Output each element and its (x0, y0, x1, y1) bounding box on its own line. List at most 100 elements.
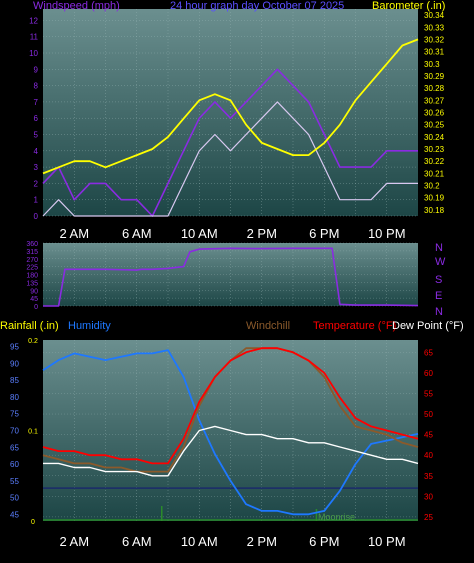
rainfall-label: Rainfall (.in) (0, 320, 59, 332)
wind-tick-label: 12 (29, 16, 38, 25)
moonrise-label: Moonrise (318, 512, 355, 522)
temperature-tick-label: 35 (424, 472, 433, 481)
compass-n-top: N (435, 242, 443, 254)
windspeed-axis-label: Windspeed (mph) (33, 0, 120, 12)
rainfall-tick-label: 0.2 (28, 338, 38, 345)
compass-e: E (435, 290, 442, 302)
chart-title: 24 hour graph day October 07 2025 (170, 0, 344, 12)
dew-point-label: Dew Point (°F) (392, 320, 464, 332)
windchill-label: Windchill (246, 320, 290, 332)
direction-tick-label: 315 (26, 249, 38, 256)
bottom-time-tick-label: 10 AM (181, 534, 218, 549)
temperature-tick-label: 60 (424, 369, 433, 378)
barometer-series-line (42, 38, 419, 175)
humidity-tick-label: 95 (10, 343, 19, 352)
wind-tick-label: 9 (34, 65, 39, 74)
temperature-label: Temperature (°F) (313, 320, 396, 332)
barometer-tick-label: 30.23 (424, 145, 445, 154)
direction-tick-label: 0 (34, 304, 38, 311)
bottom-time-tick-label: 6 PM (309, 534, 339, 549)
direction-tick-label: 225 (26, 265, 38, 272)
compass-n-bottom: N (435, 306, 443, 318)
wind-tick-label: 10 (29, 49, 38, 58)
humidity-tick-label: 65 (10, 443, 19, 452)
temperature-tick-label: 45 (424, 431, 433, 440)
direction-tick-label: 270 (26, 257, 38, 264)
humidity-tick-label: 60 (10, 460, 19, 469)
top-plot-area (43, 9, 418, 216)
bottom-time-tick-label: 10 PM (368, 534, 406, 549)
top-time-tick-label: 6 PM (309, 226, 339, 241)
barometer-tick-label: 30.21 (424, 169, 445, 178)
bottom-time-tick-label: 2 AM (59, 534, 89, 549)
barometer-tick-label: 30.3 (424, 60, 440, 69)
barometer-tick-label: 30.19 (424, 194, 445, 203)
top-time-tick-label: 10 PM (368, 226, 406, 241)
barometer-tick-label: 30.22 (424, 157, 445, 166)
wind-tick-label: 3 (34, 163, 39, 172)
humidity-series-line (42, 349, 419, 516)
wind-tick-label: 2 (34, 179, 39, 188)
windspeed-average-line (42, 101, 418, 217)
temperature-tick-label: 65 (424, 348, 433, 357)
temperature-series-line (42, 347, 419, 465)
top-time-tick-label: 6 AM (122, 226, 152, 241)
humidity-tick-label: 85 (10, 376, 19, 385)
barometer-tick-label: 30.2 (424, 182, 440, 191)
barometer-tick-label: 30.28 (424, 84, 445, 93)
dew-point-series-line (43, 425, 419, 477)
wind-tick-label: 11 (30, 33, 39, 42)
wind-tick-label: 7 (34, 98, 39, 107)
top-time-tick-label: 2 PM (247, 226, 277, 241)
humidity-tick-label: 90 (10, 359, 19, 368)
temperature-tick-label: 55 (424, 389, 433, 398)
tick-labels: 2 AM 2 AM 6 AM 6 AM 10 AM 10 AM 2 PM 2 PM 6 PM 6 … (10, 11, 445, 549)
direction-tick-label: 180 (26, 273, 38, 280)
wind-tick-label: 6 (34, 114, 39, 123)
direction-tick-label: 90 (30, 288, 38, 295)
barometer-tick-label: 30.25 (424, 121, 445, 130)
bottom-time-tick-label: 2 PM (247, 534, 277, 549)
compass-labels: N W S E N (435, 242, 446, 318)
wind-direction-line (43, 247, 419, 307)
wind-tick-label: 0 (34, 212, 39, 221)
direction-tick-label: 360 (26, 241, 38, 248)
temperature-tick-label: 50 (424, 410, 433, 419)
barometer-tick-label: 30.24 (424, 133, 445, 142)
rainfall-tick-label: 0 (31, 519, 35, 526)
humidity-tick-label: 45 (10, 510, 19, 519)
wind-tick-label: 8 (34, 82, 39, 91)
humidity-tick-label: 75 (10, 410, 19, 419)
barometer-tick-label: 30.26 (424, 109, 445, 118)
direction-tick-label: 45 (30, 296, 38, 303)
bottom-time-tick-label: 6 AM (122, 534, 152, 549)
barometer-tick-label: 30.31 (424, 48, 445, 57)
barometer-tick-label: 30.18 (424, 206, 445, 215)
top-time-tick-label: 2 AM (59, 226, 89, 241)
wind-tick-label: 1 (34, 196, 39, 205)
temperature-tick-label: 30 (424, 492, 433, 501)
series-lines (42, 38, 419, 516)
compass-s: S (435, 274, 442, 286)
rainfall-tick-label: 0.1 (28, 429, 38, 436)
compass-w: W (435, 256, 446, 268)
windspeed-series-line (42, 68, 418, 217)
temperature-tick-label: 40 (424, 451, 433, 460)
humidity-tick-label: 70 (10, 427, 19, 436)
wind-tick-label: 5 (34, 131, 39, 140)
humidity-tick-label: 55 (10, 477, 19, 486)
temperature-tick-label: 25 (424, 513, 433, 522)
top-time-tick-label: 10 AM (181, 226, 218, 241)
humidity-label: Humidity (68, 320, 111, 332)
direction-tick-label: 135 (26, 280, 38, 287)
barometer-tick-label: 30.27 (424, 96, 445, 105)
barometer-tick-label: 30.33 (424, 23, 445, 32)
barometer-tick-label: 30.29 (424, 72, 445, 81)
barometer-tick-label: 30.32 (424, 35, 445, 44)
barometer-tick-label: 30.34 (424, 11, 445, 20)
wind-tick-label: 4 (34, 147, 39, 156)
humidity-tick-label: 80 (10, 393, 19, 402)
humidity-tick-label: 50 (10, 494, 19, 503)
barometer-axis-label: Barometer (.in) (372, 0, 445, 12)
